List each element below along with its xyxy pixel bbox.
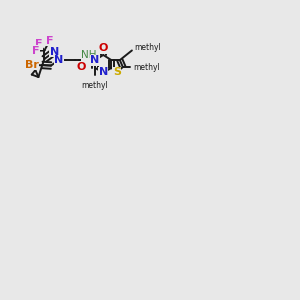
Text: methyl: methyl <box>133 63 160 72</box>
Text: N: N <box>99 68 108 77</box>
Text: F: F <box>46 36 53 46</box>
Text: methyl: methyl <box>135 43 161 52</box>
Text: F: F <box>32 46 40 56</box>
Text: methyl: methyl <box>82 81 109 90</box>
Text: S: S <box>113 67 121 77</box>
Text: O: O <box>76 62 86 72</box>
Text: N: N <box>54 55 64 65</box>
Text: NH: NH <box>81 50 97 60</box>
Text: O: O <box>99 43 108 53</box>
Text: N: N <box>91 55 100 65</box>
Text: N: N <box>50 47 59 57</box>
Text: Br: Br <box>25 60 39 70</box>
Text: F: F <box>35 39 43 50</box>
